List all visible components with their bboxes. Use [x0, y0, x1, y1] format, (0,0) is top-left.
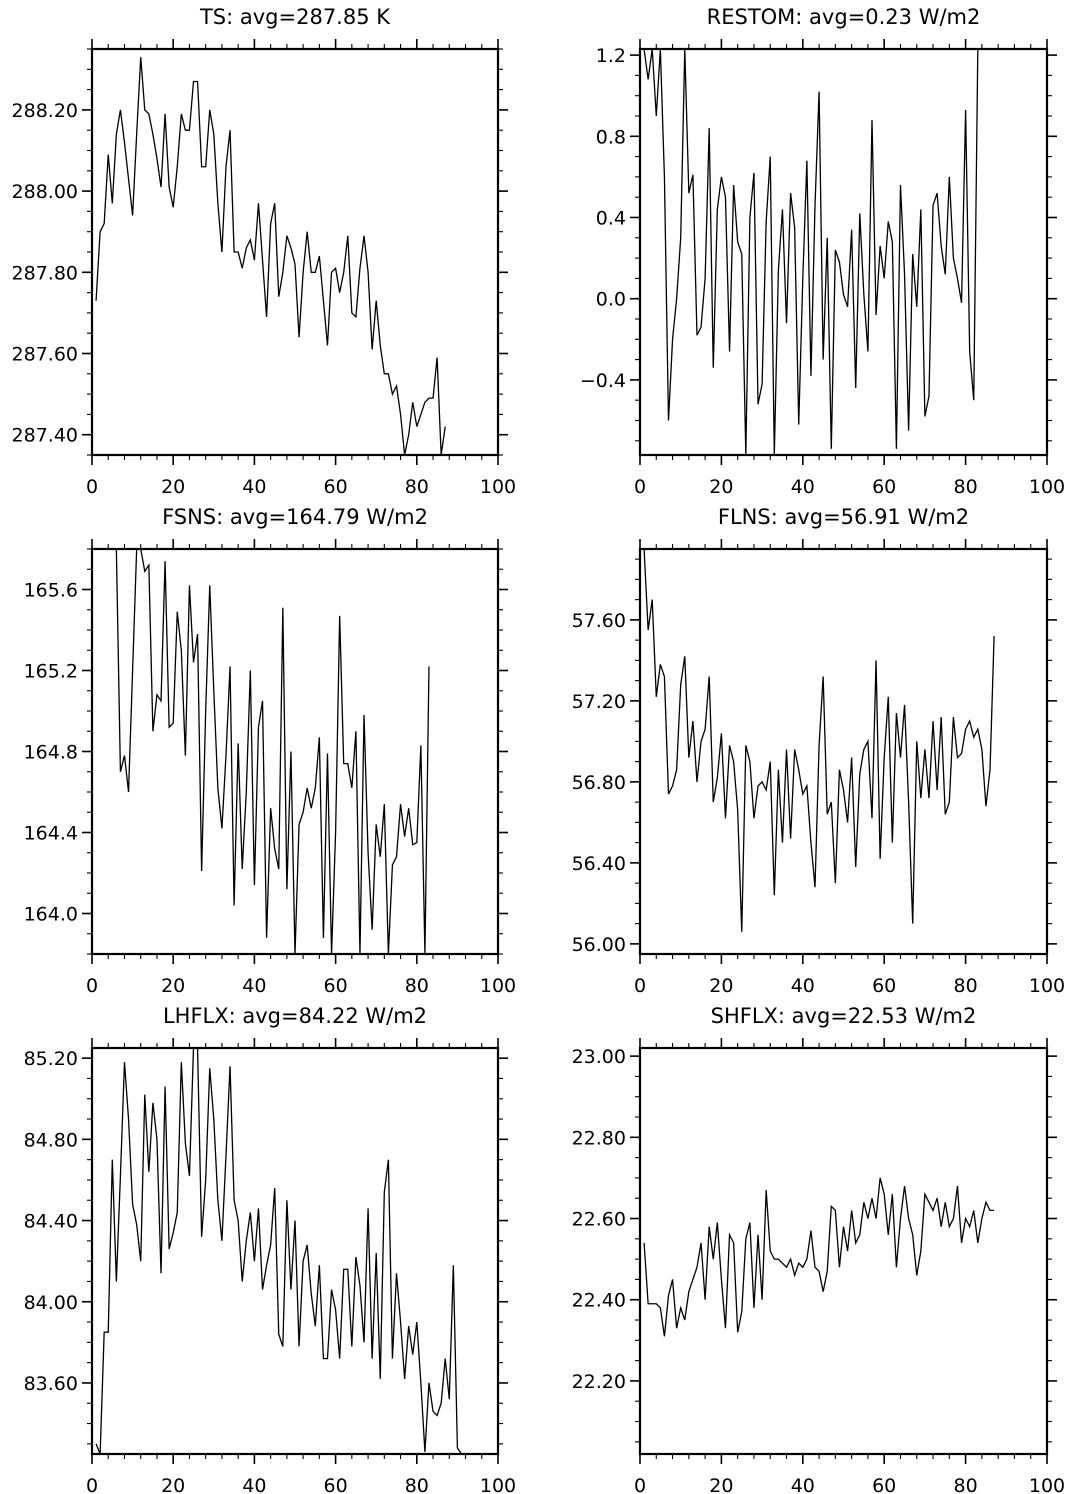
x-tick-label: 80 [954, 975, 978, 997]
x-tick-label: 100 [480, 975, 516, 997]
x-tick-label: 60 [872, 975, 896, 997]
series-line-1 [643, 49, 979, 455]
series-line-1 [643, 549, 995, 932]
x-tick-label: 80 [954, 476, 978, 498]
chart-title: FSNS: avg=164.79 W/m2 [162, 505, 428, 529]
x-tick-label: 60 [872, 1475, 896, 1494]
chart-panel-5: LHFLX: avg=84.22 W/m2 0 20 40 60 80 100 83.60 84… [24, 1004, 517, 1494]
chart-title: RESTOM: avg=0.23 W/m2 [707, 5, 981, 29]
x-tick-label: 20 [161, 1475, 185, 1494]
x-tick-label: 60 [324, 1475, 348, 1494]
y-tick-label: 83.60 [24, 1373, 78, 1395]
y-tick-label: −0.4 [580, 370, 626, 392]
y-tick-label: 0.4 [596, 207, 626, 229]
chart-panel-4: FLNS: avg=56.91 W/m2 0 20 40 60 80 100 56.00 56.… [572, 505, 1065, 997]
y-tick-label: 164.4 [24, 823, 78, 845]
x-tick-label: 0 [634, 975, 646, 997]
x-tick-label: 100 [480, 1475, 516, 1494]
y-tick-label: 56.80 [572, 772, 626, 794]
x-tick-label: 80 [405, 975, 429, 997]
x-tick-label: 100 [1029, 476, 1065, 498]
x-tick-label: 80 [405, 1475, 429, 1494]
plot-frame [90, 1046, 500, 1456]
y-tick-label: 165.2 [24, 661, 78, 683]
x-tick-label: 0 [86, 1475, 98, 1494]
plot-frame [638, 547, 1049, 956]
y-tick-label: 164.8 [24, 742, 78, 764]
chart-panel-6: SHFLX: avg=22.53 W/m2 0 20 40 60 80 100 22.20 22… [572, 1004, 1065, 1494]
x-tick-label: 20 [709, 1475, 733, 1494]
y-tick-label: 287.40 [12, 425, 78, 447]
plot-frame [638, 47, 1049, 457]
chart-title: FLNS: avg=56.91 W/m2 [718, 505, 969, 529]
series-line-1 [115, 549, 430, 954]
series-line-1 [95, 1048, 463, 1454]
y-tick-label: 0.8 [596, 126, 626, 148]
chart-panel-2: RESTOM: avg=0.23 W/m2 0 20 40 60 80 100 −0.4 0.0… [580, 5, 1065, 498]
x-tick-label: 0 [86, 476, 98, 498]
x-tick-label: 40 [791, 476, 815, 498]
x-tick-label: 20 [709, 975, 733, 997]
y-tick-label: 57.20 [572, 691, 626, 713]
x-tick-label: 80 [954, 1475, 978, 1494]
y-tick-label: 56.00 [572, 934, 626, 956]
x-tick-label: 100 [1029, 975, 1065, 997]
chart-title: LHFLX: avg=84.22 W/m2 [163, 1004, 427, 1028]
y-tick-label: 85.20 [24, 1048, 78, 1070]
y-tick-label: 22.20 [572, 1371, 626, 1393]
y-tick-label: 22.60 [572, 1209, 626, 1231]
plot-frame [90, 547, 500, 956]
y-tick-label: 57.60 [572, 610, 626, 632]
x-tick-label: 0 [634, 476, 646, 498]
x-tick-label: 80 [405, 476, 429, 498]
series-line-1 [95, 57, 446, 455]
chart-title: TS: avg=287.85 K [199, 5, 391, 29]
x-tick-label: 100 [1029, 1475, 1065, 1494]
y-tick-label: 164.0 [24, 904, 78, 926]
y-tick-label: 84.40 [24, 1211, 78, 1233]
plot-frame [638, 1046, 1049, 1456]
x-tick-label: 0 [86, 975, 98, 997]
x-tick-label: 20 [161, 476, 185, 498]
y-tick-label: 288.00 [12, 181, 78, 203]
x-tick-label: 40 [242, 476, 266, 498]
chart-title: SHFLX: avg=22.53 W/m2 [711, 1004, 977, 1028]
plot-frame [90, 47, 500, 457]
x-tick-label: 100 [480, 476, 516, 498]
x-tick-label: 40 [791, 975, 815, 997]
x-tick-label: 20 [709, 476, 733, 498]
chart-panel-3: FSNS: avg=164.79 W/m2 0 20 40 60 80 100 164.0 16… [24, 505, 517, 997]
x-tick-label: 60 [324, 476, 348, 498]
series-line-1 [643, 1177, 995, 1337]
y-tick-label: 84.00 [24, 1292, 78, 1314]
x-tick-label: 60 [324, 975, 348, 997]
x-tick-label: 40 [791, 1475, 815, 1494]
y-tick-label: 22.80 [572, 1127, 626, 1149]
y-tick-label: 23.00 [572, 1046, 626, 1068]
y-tick-label: 84.80 [24, 1129, 78, 1151]
x-tick-label: 40 [242, 975, 266, 997]
y-tick-label: 165.6 [24, 580, 78, 602]
y-tick-label: 287.80 [12, 262, 78, 284]
chart-panel-1: TS: avg=287.85 K 0 20 40 60 80 100 287.40 287.60… [12, 5, 517, 498]
x-tick-label: 0 [634, 1475, 646, 1494]
x-tick-label: 60 [872, 476, 896, 498]
x-tick-label: 20 [161, 975, 185, 997]
y-tick-label: 0.0 [596, 289, 626, 311]
y-tick-label: 288.20 [12, 100, 78, 122]
y-tick-label: 22.40 [572, 1290, 626, 1312]
y-tick-label: 56.40 [572, 853, 626, 875]
y-tick-label: 1.2 [596, 45, 626, 67]
x-tick-label: 40 [242, 1475, 266, 1494]
y-tick-label: 287.60 [12, 344, 78, 366]
